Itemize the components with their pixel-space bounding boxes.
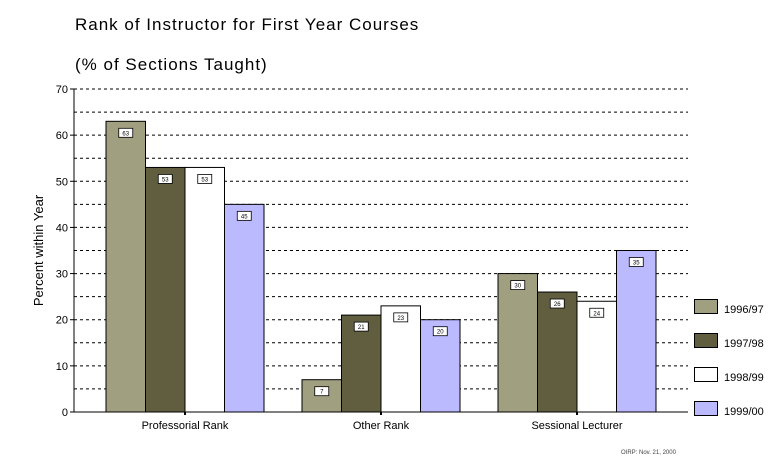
y-tick-label: 60 bbox=[56, 130, 68, 142]
x-tick-label: Sessional Lecturer bbox=[531, 420, 622, 432]
data-label: 45 bbox=[241, 214, 248, 220]
y-tick-label: 70 bbox=[56, 84, 68, 96]
data-label-box bbox=[353, 321, 369, 332]
legend-swatch bbox=[694, 401, 718, 416]
data-label: 30 bbox=[514, 284, 521, 290]
bar bbox=[537, 291, 578, 413]
data-label: 7 bbox=[320, 390, 324, 396]
data-label-box bbox=[589, 307, 605, 318]
data-label-box bbox=[157, 174, 173, 184]
chart-subtitle: (% of Sections Taught) bbox=[75, 55, 268, 74]
data-label-box bbox=[314, 386, 330, 397]
bar bbox=[105, 120, 146, 413]
data-label-box bbox=[236, 210, 252, 221]
legend-label: 1999/00 bbox=[724, 406, 764, 418]
footer-note: OIRP: Nov. 21, 2000 bbox=[621, 450, 676, 456]
bar bbox=[145, 166, 186, 413]
x-tick-label: Other Rank bbox=[353, 420, 410, 432]
y-tick-label: 30 bbox=[56, 269, 68, 281]
data-label: 20 bbox=[437, 330, 444, 336]
bar bbox=[576, 300, 617, 413]
data-label: 53 bbox=[162, 177, 169, 183]
data-label-box bbox=[197, 174, 213, 184]
bar bbox=[616, 250, 657, 413]
legend-label: 1997/98 bbox=[724, 338, 764, 350]
data-label: 24 bbox=[593, 311, 600, 317]
bar bbox=[497, 273, 538, 413]
bar bbox=[184, 166, 225, 413]
data-label-box bbox=[510, 280, 526, 290]
y-tick-label: 40 bbox=[56, 222, 68, 234]
legend-label: 1998/99 bbox=[724, 372, 764, 384]
data-label: 53 bbox=[201, 177, 208, 183]
y-tick-label: 50 bbox=[56, 176, 68, 188]
legend-swatch bbox=[694, 333, 718, 348]
data-label: 21 bbox=[358, 325, 365, 331]
data-label-box bbox=[432, 326, 448, 337]
y-axis-label: Percent within Year bbox=[31, 194, 46, 306]
data-label-box bbox=[549, 298, 565, 309]
x-tick-label: Professorial Rank bbox=[142, 420, 229, 432]
data-label: 63 bbox=[122, 131, 129, 137]
y-tick-label: 20 bbox=[56, 315, 68, 327]
y-tick-label: 0 bbox=[62, 407, 68, 419]
chart-title: Rank of Instructor for First Year Course… bbox=[75, 15, 420, 34]
bar bbox=[380, 305, 421, 413]
data-label-box bbox=[393, 312, 409, 323]
y-tick-label: 10 bbox=[56, 361, 68, 373]
legend-swatch bbox=[694, 367, 718, 382]
data-label: 26 bbox=[554, 302, 561, 308]
data-label-box bbox=[628, 257, 644, 267]
data-label-box bbox=[118, 127, 134, 138]
bar bbox=[224, 203, 265, 413]
data-label: 35 bbox=[633, 261, 640, 267]
legend-label: 1996/97 bbox=[724, 304, 764, 316]
legend-swatch bbox=[694, 299, 718, 314]
data-label: 23 bbox=[397, 316, 404, 322]
